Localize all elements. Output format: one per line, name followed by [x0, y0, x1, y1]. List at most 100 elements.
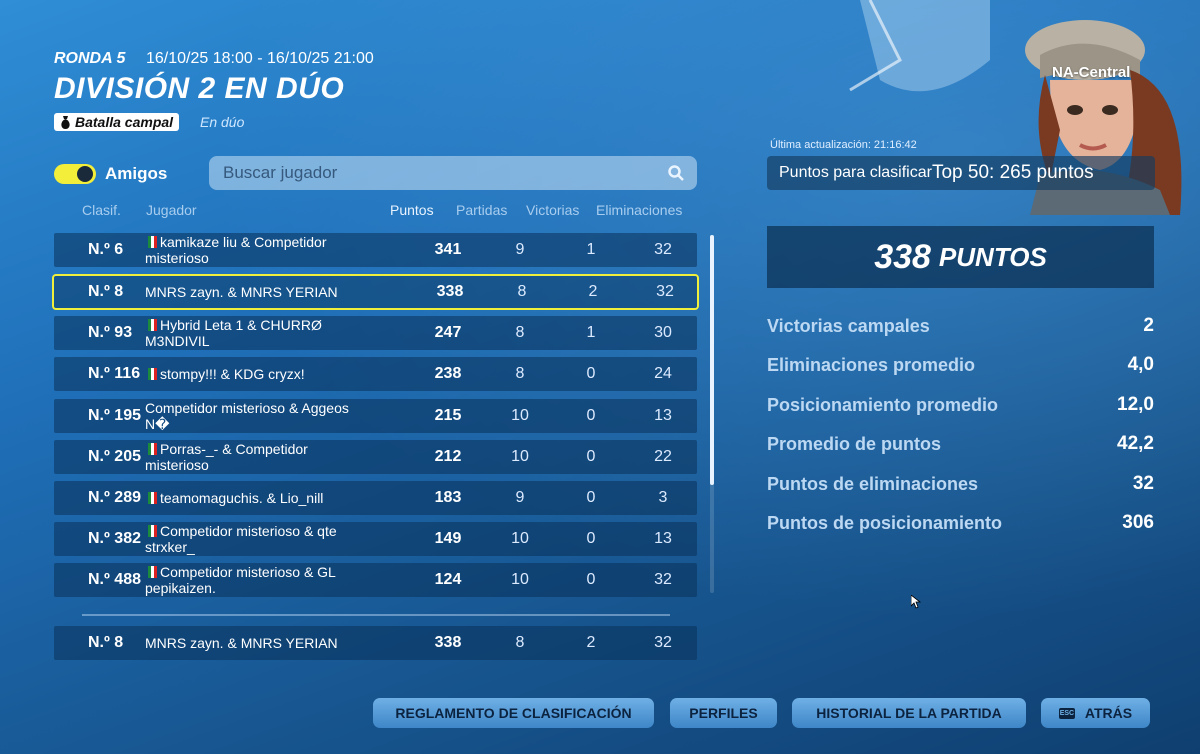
row-player: Porras-_- & Competidor misterioso [145, 440, 410, 474]
my-team-row[interactable]: N.º 8 MNRS zayn. & MNRS YERIAN 338 8 2 3… [54, 626, 697, 660]
stat-label: Puntos de eliminaciones [767, 474, 979, 494]
stat-label: Posicionamiento promedio [767, 395, 999, 415]
column-eliminations[interactable]: Eliminaciones [596, 202, 683, 218]
row-elims: 30 [654, 324, 672, 341]
row-elims: 24 [654, 365, 672, 382]
stat-label: Eliminaciones promedio [767, 355, 976, 375]
row-player-line2: M3NDIVIL [145, 333, 210, 349]
row-points: 238 [434, 365, 462, 382]
row-player-line1: Hybrid Leta 1 & CHURRØ [160, 317, 322, 333]
row-points: 215 [434, 407, 462, 424]
row-wins: 0 [586, 407, 596, 424]
row-player-line1: Competidor misterioso & qte [160, 523, 337, 539]
table-row[interactable]: N.º 205 Porras-_- & Competidor misterioso… [54, 440, 697, 474]
search-bar[interactable] [209, 156, 697, 190]
row-player-line1: MNRS zayn. & MNRS YERIAN [145, 635, 338, 651]
row-rank: N.º 116 [88, 365, 141, 382]
flag-icon [148, 368, 157, 380]
row-player-line1: stompy!!! & KDG cryzx! [160, 366, 305, 382]
row-wins: 2 [586, 634, 596, 651]
column-wins[interactable]: Victorias [526, 202, 580, 218]
row-wins: 0 [586, 489, 596, 506]
table-row[interactable]: N.º 6 kamikaze liu & Competidor misterios… [54, 233, 697, 267]
toggle-knob [77, 166, 93, 182]
rules-button[interactable]: REGLAMENTO DE CLASIFICACIÓN [373, 698, 654, 728]
row-elims: 32 [654, 241, 672, 258]
row-wins: 0 [586, 448, 596, 465]
stat-value: 12,0 [1117, 394, 1154, 415]
row-player: Hybrid Leta 1 & CHURRØ M3NDIVIL [145, 316, 410, 350]
row-wins: 1 [586, 324, 596, 341]
row-rank: N.º 195 [88, 407, 141, 424]
character-avatar [1025, 20, 1182, 215]
esc-key-icon: ESC [1058, 707, 1075, 719]
column-matches[interactable]: Partidas [456, 202, 508, 218]
table-row[interactable]: N.º 116 stompy!!! & KDG cryzx! 238 8 0 2… [54, 357, 697, 391]
friends-label: Amigos [105, 164, 168, 183]
table-row[interactable]: N.º 93 Hybrid Leta 1 & CHURRØ M3NDIVIL 24… [54, 316, 697, 350]
moneybag-icon [61, 115, 70, 129]
match-history-button[interactable]: HISTORIAL DE LA PARTIDA [792, 698, 1026, 728]
mode-subtitle: En dúo [200, 114, 245, 130]
back-label: ATRÁS [1084, 705, 1133, 721]
row-player: MNRS zayn. & MNRS YERIAN [145, 626, 410, 660]
row-player: teamomaguchis. & Lio_nill [145, 481, 410, 515]
row-matches: 10 [511, 448, 529, 465]
row-elims: 3 [658, 489, 668, 506]
profiles-button[interactable]: PERFILES [670, 698, 777, 728]
table-row[interactable]: N.º 488 Competidor misterioso & GL pepika… [54, 563, 697, 597]
row-wins: 2 [588, 283, 598, 300]
row-matches: 9 [515, 241, 525, 258]
row-player: Competidor misterioso & Aggeos N� [145, 399, 410, 433]
stat-label: Promedio de puntos [767, 434, 942, 454]
total-points-number: 338 [874, 237, 931, 276]
row-player: stompy!!! & KDG cryzx! [145, 357, 410, 391]
stat-value: 42,2 [1117, 433, 1154, 454]
friends-toggle[interactable] [54, 164, 96, 184]
row-points: 338 [434, 634, 462, 651]
search-icon[interactable] [667, 164, 685, 182]
row-points: 149 [434, 530, 462, 547]
row-player-line2: misterioso [145, 250, 209, 266]
round-dates: 16/10/25 18:00 - 16/10/25 21:00 [146, 50, 374, 67]
row-points: 341 [434, 241, 462, 258]
row-rank: N.º 289 [88, 489, 141, 506]
stat-label: Victorias campales [767, 316, 930, 336]
row-matches: 9 [515, 489, 525, 506]
row-rank: N.º 93 [88, 324, 133, 341]
qualify-value: Top 50: 265 puntos [931, 162, 1094, 183]
stat-label: Puntos de posicionamiento [767, 513, 1003, 533]
back-button[interactable]: ESC ATRÁS [1041, 698, 1150, 728]
flag-icon [148, 492, 157, 504]
table-row[interactable]: N.º 289 teamomaguchis. & Lio_nill 183 9 … [54, 481, 697, 515]
scrollbar-thumb[interactable] [710, 235, 714, 485]
decoration-graphic [849, 0, 990, 92]
table-row-selected[interactable]: N.º 8 MNRS zayn. & MNRS YERIAN 338 8 2 3… [52, 274, 699, 310]
row-player-line1: teamomaguchis. & Lio_nill [160, 490, 324, 506]
column-rank: Clasif. [82, 202, 121, 218]
row-rank: N.º 382 [88, 530, 141, 547]
row-player-line2: misterioso [145, 457, 209, 473]
row-matches: 8 [515, 365, 525, 382]
column-points[interactable]: Puntos [390, 202, 434, 218]
mouse-cursor-icon [911, 595, 921, 609]
table-row[interactable]: N.º 382 Competidor misterioso & qte strxk… [54, 522, 697, 556]
row-player: MNRS zayn. & MNRS YERIAN [145, 276, 410, 308]
search-input[interactable] [221, 162, 625, 184]
stat-value: 4,0 [1127, 354, 1154, 375]
row-wins: 1 [586, 241, 596, 258]
row-player-line1: Porras-_- & Competidor [160, 441, 308, 457]
row-matches: 8 [517, 283, 527, 300]
stat-value: 32 [1132, 473, 1154, 494]
table-row[interactable]: N.º 195 Competidor misterioso & Aggeos N�… [54, 399, 697, 433]
table-divider [82, 614, 670, 616]
column-player: Jugador [146, 202, 197, 218]
row-elims: 13 [654, 530, 672, 547]
row-matches: 10 [511, 571, 529, 588]
region-label: NA-Central [1052, 64, 1131, 81]
total-points: 338 PUNTOS [767, 226, 1154, 288]
row-player: Competidor misterioso & qte strxker_ [145, 522, 410, 556]
row-points: 212 [434, 448, 462, 465]
row-player-line1: Competidor misterioso & Aggeos [145, 400, 349, 416]
qualify-box: Puntos para clasificar Top 50: 265 puntos [767, 156, 1155, 190]
